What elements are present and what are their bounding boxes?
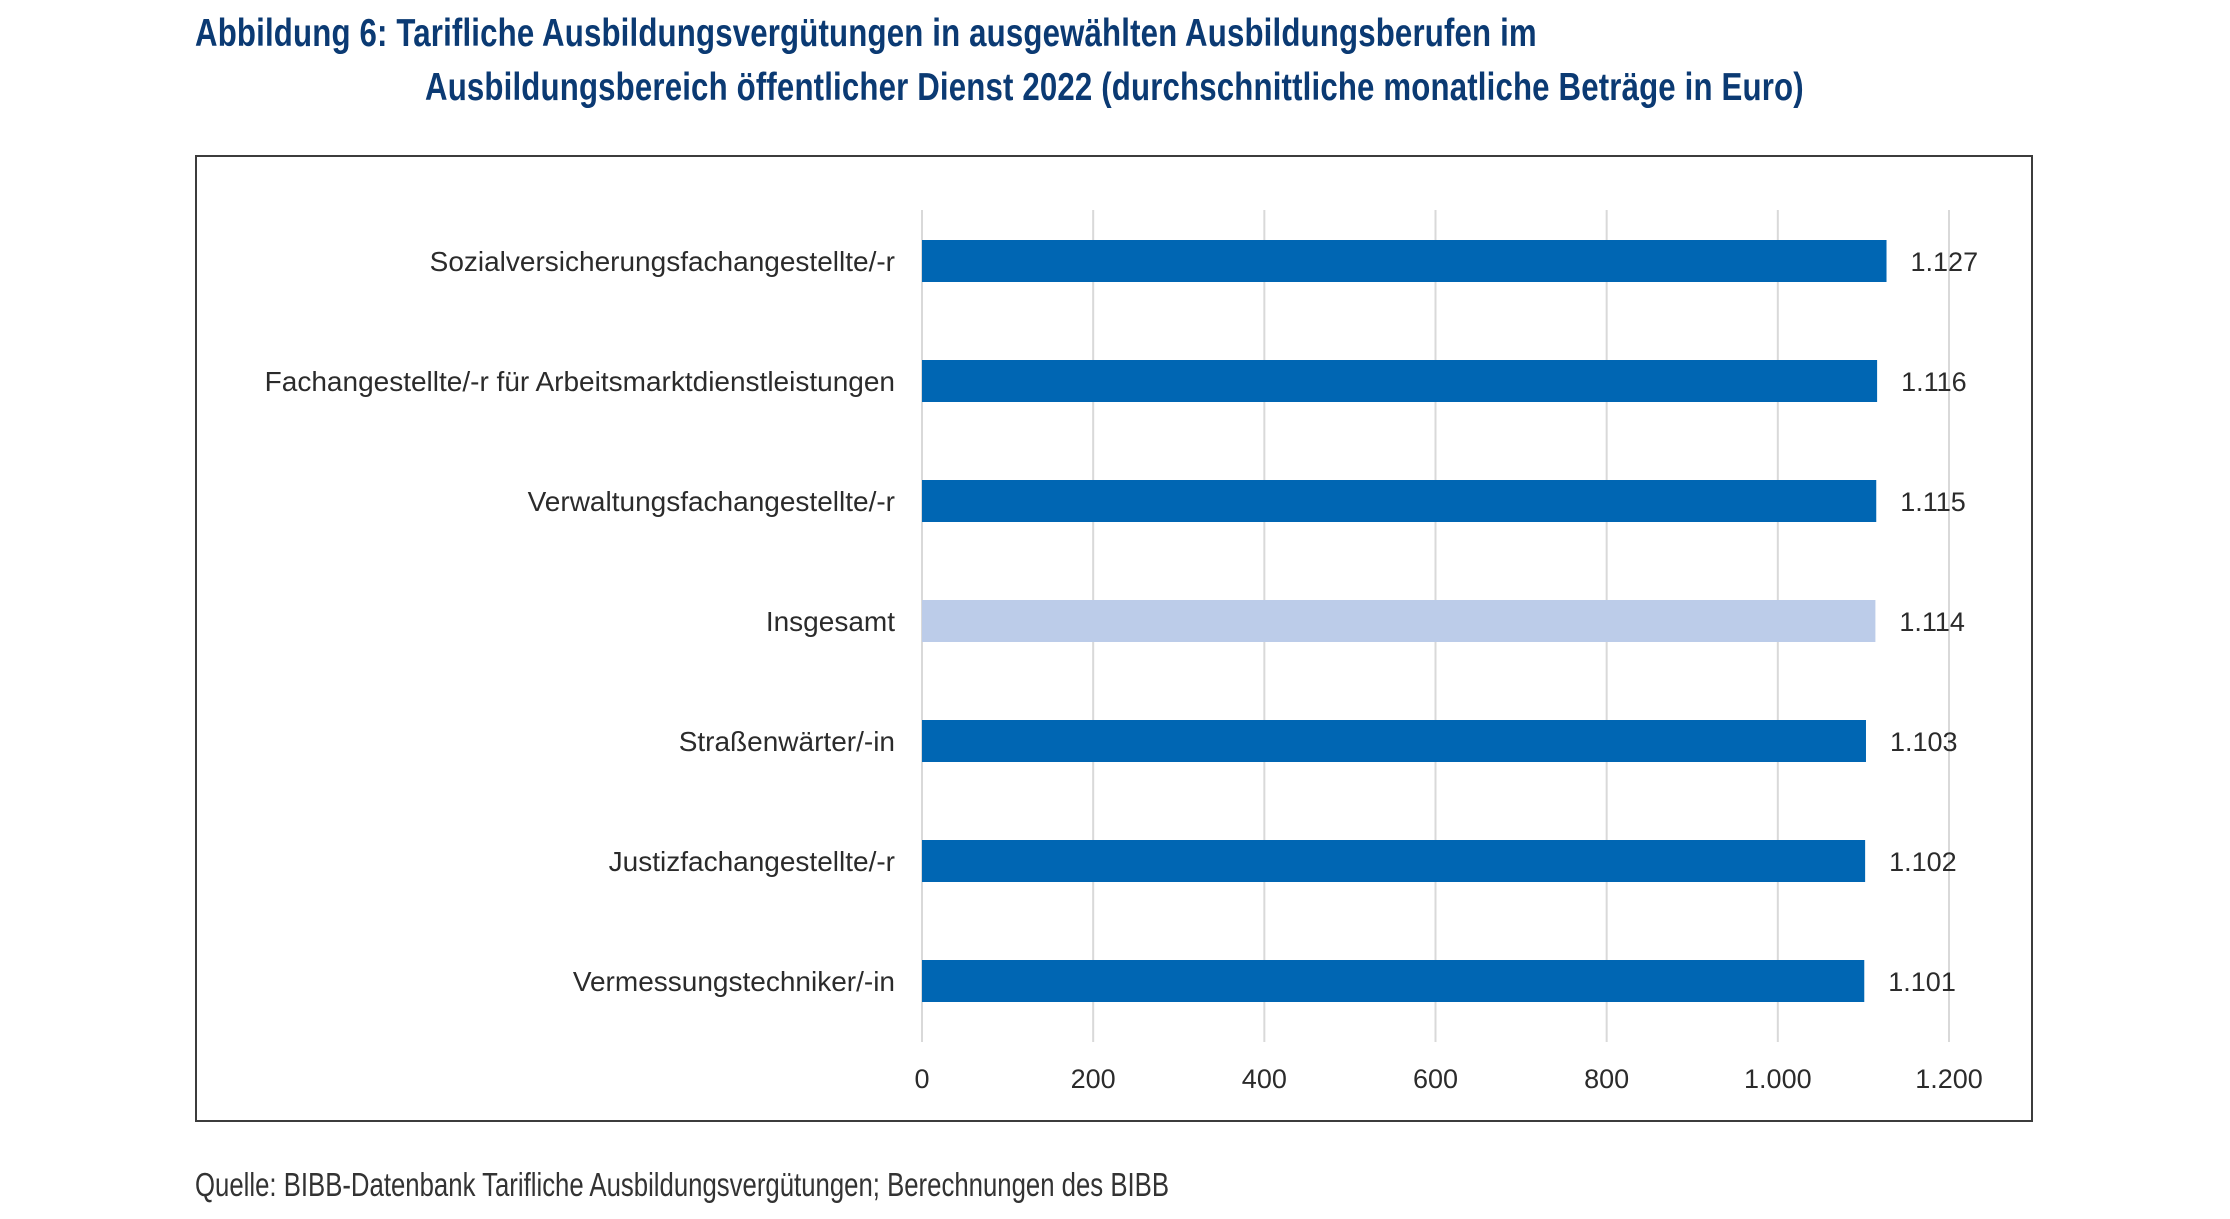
value-label: 1.116: [1901, 367, 1967, 397]
figure-title-line-1: Abbildung 6: Tarifliche Ausbildungsvergü…: [195, 12, 1537, 55]
category-label: Verwaltungsfachangestellte/-r: [528, 486, 895, 517]
bar: [922, 960, 1865, 1002]
bar-total: [922, 600, 1876, 642]
x-axis-tick-labels: 0 200 400 600 800 1.000 1.200: [914, 1064, 1982, 1094]
category-labels: Sozialversicherungsfachangestellte/-r Fac…: [265, 246, 896, 997]
x-tick-label: 1.200: [1915, 1064, 1983, 1094]
figure-title-line-2: Ausbildungsbereich öffentlicher Dienst 2…: [425, 66, 1804, 109]
x-tick-label: 600: [1413, 1064, 1458, 1094]
bar: [922, 840, 1866, 882]
value-labels: 1.127 1.116 1.115 1.114 1.103 1.102 1.101: [1888, 247, 1978, 997]
value-label: 1.102: [1889, 847, 1957, 877]
x-tick-label: 800: [1584, 1064, 1629, 1094]
category-label: Justizfachangestellte/-r: [609, 846, 895, 877]
x-tick-label: 0: [914, 1064, 929, 1094]
x-tick-label: 200: [1071, 1064, 1116, 1094]
value-label: 1.127: [1911, 247, 1979, 277]
source-note: Quelle: BIBB-Datenbank Tarifliche Ausbil…: [195, 1166, 1169, 1203]
bar: [922, 240, 1887, 282]
bars: [922, 240, 1887, 1002]
x-tick-label: 400: [1242, 1064, 1287, 1094]
category-label: Straßenwärter/-in: [679, 726, 895, 757]
category-label: Fachangestellte/-r für Arbeitsmarktdiens…: [265, 366, 895, 397]
category-label: Vermessungstechniker/-in: [573, 966, 895, 997]
value-label: 1.101: [1888, 967, 1956, 997]
value-label: 1.114: [1899, 607, 1965, 637]
category-label: Sozialversicherungsfachangestellte/-r: [430, 246, 895, 277]
value-label: 1.103: [1890, 727, 1958, 757]
bar: [922, 480, 1877, 522]
bar: [922, 360, 1878, 402]
bar: [922, 720, 1866, 762]
category-label: Insgesamt: [766, 606, 895, 637]
x-tick-label: 1.000: [1744, 1064, 1812, 1094]
value-label: 1.115: [1900, 487, 1966, 517]
